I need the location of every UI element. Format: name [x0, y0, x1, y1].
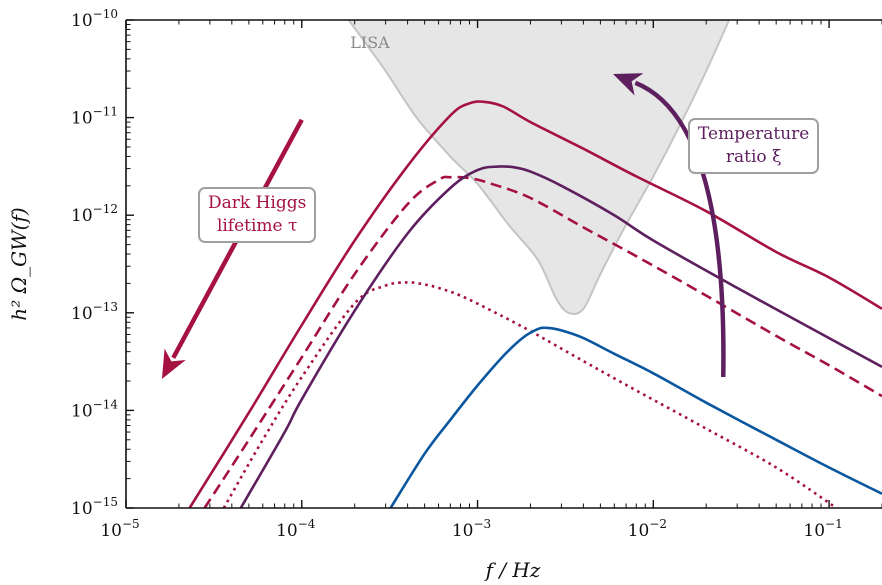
y-tick-exponent: −11	[93, 105, 118, 119]
annotation-dark-higgs-line-1: Dark Higgs	[208, 193, 307, 213]
y-axis-label: h² Ω_GW(f)	[7, 207, 31, 320]
x-tick-label: 10−1	[803, 517, 842, 541]
annotation-temperature-ratio: Temperature ratio ξ	[688, 118, 820, 174]
y-tick-exponent: −13	[93, 300, 118, 314]
annotation-dark-higgs-line-2: lifetime τ	[216, 216, 298, 236]
y-tick-exponent: −12	[93, 202, 118, 216]
annotation-temperature-line-1: Temperature	[698, 124, 810, 144]
x-tick-label: 10−4	[276, 517, 316, 541]
series-line-2	[203, 175, 882, 508]
annotation-temperature-line-2: ratio ξ	[725, 147, 782, 167]
y-tick-label: 10−15	[71, 495, 118, 519]
y-tick-label: 10−14	[71, 397, 118, 421]
x-tick-exponent: −5	[122, 517, 140, 531]
x-tick-exponent: −2	[649, 517, 667, 531]
x-tick-exponent: −3	[474, 517, 492, 531]
y-tick-exponent: −10	[93, 7, 118, 21]
series-line-3	[222, 281, 838, 508]
annotation-arrow-head-1	[161, 348, 186, 379]
annotation-dark-higgs-lifetime: Dark Higgs lifetime τ	[198, 187, 317, 243]
series-line-5	[389, 326, 882, 508]
y-tick-label: 10−10	[71, 7, 118, 31]
annotation-arrow-shaft-2	[634, 80, 726, 378]
series-line-1	[188, 100, 882, 508]
x-tick-label: 10−5	[100, 517, 139, 541]
y-tick-label: 10−13	[71, 300, 118, 324]
series-line-4	[239, 165, 882, 508]
y-tick-label: 10−12	[71, 202, 118, 226]
x-tick-label: 10−2	[628, 517, 667, 541]
y-tick-exponent: −14	[93, 397, 119, 411]
region-label: LISA	[350, 33, 390, 52]
y-tick-exponent: −15	[93, 495, 118, 509]
x-axis-label: f / Hz	[484, 558, 541, 582]
annotation-arrow-head-2	[613, 73, 644, 96]
y-tick-label: 10−11	[71, 105, 118, 129]
x-tick-exponent: −1	[825, 517, 843, 531]
x-tick-exponent: −4	[298, 517, 316, 531]
x-tick-label: 10−3	[452, 517, 491, 541]
